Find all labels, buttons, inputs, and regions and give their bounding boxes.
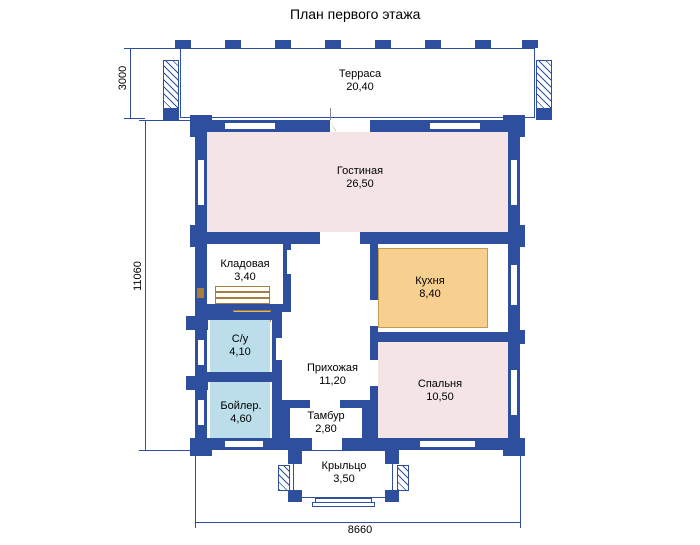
- tambur-name: Тамбур: [307, 410, 344, 422]
- dim-left-main-label: 11060: [132, 256, 144, 296]
- terrace-name: Терраса: [339, 68, 381, 80]
- bedroom-name: Спальня: [418, 378, 462, 390]
- window-bottom: [420, 440, 475, 448]
- porch-name: Крыльцо: [322, 460, 367, 472]
- wall-tambur-left: [282, 400, 290, 438]
- tambur-area: 2,80: [315, 423, 336, 435]
- dim-ext: [195, 450, 196, 522]
- tambur-label: Тамбур 2,80: [296, 410, 356, 436]
- wall-bath-top: [207, 312, 279, 320]
- terrace-label: Терраса 20,40: [320, 68, 400, 94]
- window-right: [510, 265, 518, 305]
- porch-post: [385, 490, 399, 502]
- terrace-rail: [536, 60, 552, 110]
- terrace-post: [475, 40, 491, 48]
- dim-ext: [145, 120, 195, 121]
- porch-post: [288, 490, 302, 502]
- kitchen-name: Кухня: [415, 275, 444, 287]
- living-area: 26,50: [346, 178, 374, 190]
- terrace-area: 20,40: [346, 81, 374, 93]
- terrace-post: [536, 108, 552, 120]
- hall-name: Прихожая: [307, 362, 358, 374]
- dim-left-terr-line: [130, 48, 131, 118]
- wall-boiler-right: [272, 382, 282, 438]
- terrace-rail: [163, 60, 179, 110]
- porch-step: [312, 502, 375, 507]
- corner-pilaster: [190, 438, 212, 456]
- terrace-post: [163, 108, 179, 120]
- door-living-hall: [320, 232, 360, 244]
- porch-post: [288, 450, 302, 464]
- kitchen-area: 8,40: [419, 288, 440, 300]
- corner-pilaster: [503, 438, 525, 456]
- dim-left-terr-label: 3000: [117, 60, 129, 96]
- dim-ext: [130, 48, 180, 49]
- pantry-label: Кладовая 3,40: [210, 258, 280, 284]
- porch-rail: [278, 465, 290, 491]
- dim-bottom-line: [195, 522, 520, 523]
- bedroom-area: 10,50: [426, 391, 454, 403]
- window-top: [430, 122, 480, 130]
- door-tambur-hall: [310, 400, 340, 408]
- terrace-post: [522, 40, 538, 48]
- kitchen-label: Кухня 8,40: [400, 275, 460, 301]
- dim-bottom-label: 8660: [340, 524, 380, 536]
- pantry-name: Кладовая: [220, 258, 269, 270]
- pilaster-right: [508, 225, 525, 247]
- door-kitchen: [370, 300, 378, 326]
- terrace-post: [175, 40, 191, 48]
- boiler-area: 4,60: [230, 413, 251, 425]
- living-name: Гостиная: [337, 165, 383, 177]
- door-bath: [276, 338, 282, 360]
- porch-post: [385, 450, 399, 464]
- bedroom-label: Спальня 10,50: [405, 378, 475, 404]
- dim-left-main-line: [145, 120, 146, 450]
- porch-label: Крыльцо 3,50: [313, 460, 375, 486]
- boiler-name: Бойлер.: [220, 400, 261, 412]
- dim-ext: [145, 450, 195, 451]
- window-left: [197, 340, 205, 365]
- hall-area: 11,20: [319, 375, 346, 387]
- wall-tambur-right: [362, 400, 370, 438]
- window-left: [197, 160, 205, 205]
- porch-rail: [397, 465, 409, 491]
- window-right: [510, 370, 518, 415]
- terrace-post: [375, 40, 391, 48]
- window-left: [197, 400, 205, 425]
- bath-name: С/у: [232, 333, 249, 345]
- door-bedroom: [370, 360, 378, 386]
- wall-bedroom-left: [370, 342, 378, 438]
- bath-area: 4,10: [229, 346, 250, 358]
- porch-area: 3,50: [333, 473, 354, 485]
- dim-ext: [520, 450, 521, 522]
- window-top: [225, 122, 275, 130]
- stair-tread: [215, 298, 270, 304]
- door-porch: [312, 438, 342, 450]
- pilaster-right: [508, 330, 525, 344]
- floor-plan-canvas: План первого этажа 8660 11060 3000 Терра…: [0, 0, 700, 545]
- living-label: Гостиная 26,50: [320, 165, 400, 191]
- wall-kitchen-bottom: [370, 332, 508, 342]
- pilaster-left: [190, 225, 207, 247]
- terrace-post: [425, 40, 441, 48]
- wall-bath-bottom: [207, 372, 282, 382]
- window-right: [510, 160, 518, 205]
- pilaster-left: [186, 316, 208, 330]
- terrace-post: [225, 40, 241, 48]
- window-bottom: [225, 440, 263, 448]
- terrace-post: [275, 40, 291, 48]
- boiler-label: Бойлер. 4,60: [212, 400, 270, 426]
- wall-feature: [197, 288, 204, 298]
- pantry-area: 3,40: [234, 271, 255, 283]
- dim-ext: [130, 118, 145, 119]
- bath-label: С/у 4,10: [220, 333, 260, 359]
- terrace-post: [325, 40, 341, 48]
- pilaster-left: [186, 376, 208, 390]
- hall-label: Прихожая 11,20: [295, 362, 370, 388]
- plan-title: План первого этажа: [290, 6, 420, 22]
